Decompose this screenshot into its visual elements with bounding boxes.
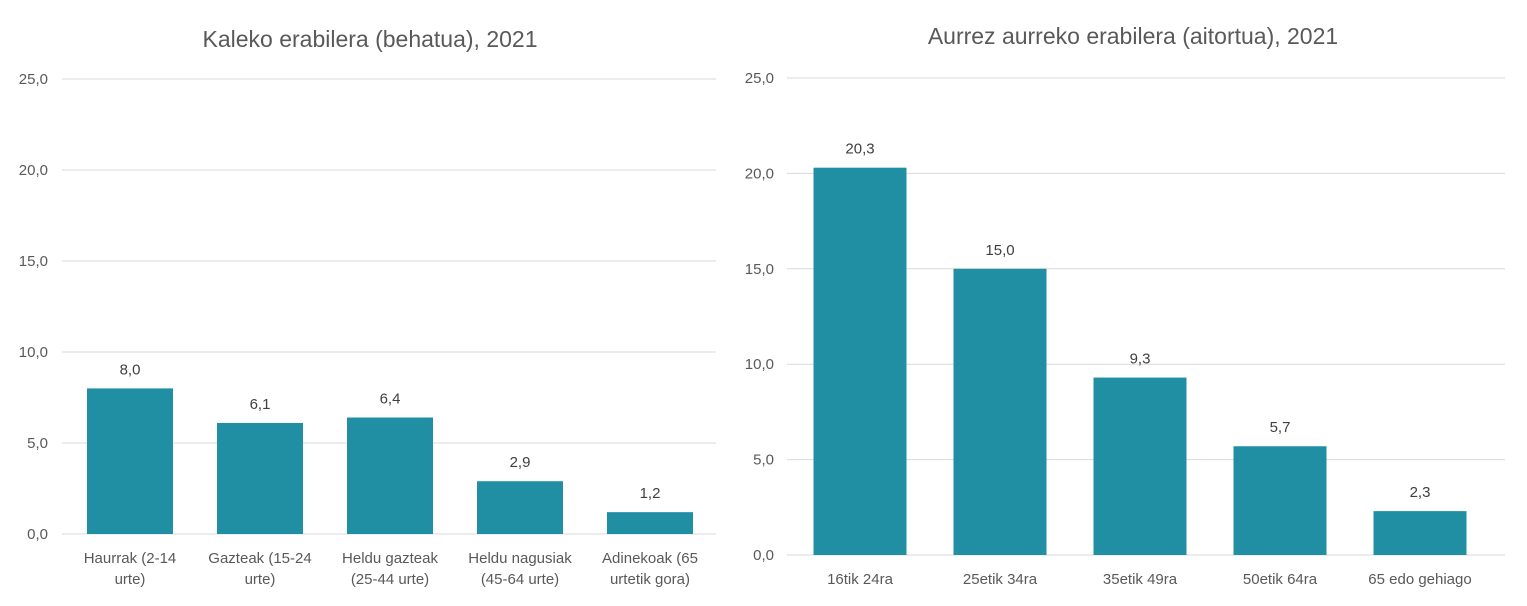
y-tick-label: 10,0 <box>745 356 774 373</box>
bar <box>87 388 173 534</box>
y-tick-label: 10,0 <box>19 344 48 361</box>
data-label: 5,7 <box>1270 419 1291 436</box>
bar <box>1233 446 1327 555</box>
y-tick-label: 25,0 <box>19 71 48 88</box>
x-tick-label: urtetik gora) <box>610 571 690 588</box>
x-tick-label: 65 edo gehiago <box>1368 571 1471 588</box>
x-tick-label: (25-44 urte) <box>351 571 429 588</box>
x-tick-label: 50etik 64ra <box>1243 571 1318 588</box>
x-tick-label: Gazteak (15-24 <box>208 550 311 567</box>
y-tick-label: 25,0 <box>745 70 774 87</box>
x-tick-label: Adinekoak (65 <box>602 550 698 567</box>
x-tick-label: 16tik 24ra <box>827 571 894 588</box>
data-label: 6,1 <box>250 396 271 413</box>
data-label: 6,4 <box>380 391 401 408</box>
x-tick-label: (45-64 urte) <box>481 571 559 588</box>
data-label: 1,2 <box>640 485 661 502</box>
data-label: 8,0 <box>120 361 141 378</box>
bar <box>1373 511 1467 555</box>
data-label: 20,3 <box>845 141 874 158</box>
y-tick-label: 20,0 <box>19 162 48 179</box>
chart-title: Aurrez aurreko erabilera (aitortua), 202… <box>928 23 1338 49</box>
x-tick-label: Heldu nagusiak <box>468 550 572 567</box>
x-tick-label: urte) <box>245 571 276 588</box>
y-tick-label: 5,0 <box>27 435 48 452</box>
chart-title: Kaleko erabilera (behatua), 2021 <box>202 26 537 52</box>
bar <box>953 268 1047 555</box>
bar <box>1093 377 1187 555</box>
bar <box>217 422 303 534</box>
bar <box>347 417 433 534</box>
y-tick-label: 15,0 <box>745 261 774 278</box>
x-tick-label: Heldu gazteak <box>342 550 438 567</box>
data-label: 9,3 <box>1130 351 1151 368</box>
bar <box>607 512 693 534</box>
data-label: 2,9 <box>510 454 531 471</box>
x-tick-label: 25etik 34ra <box>963 571 1038 588</box>
x-tick-label: 35etik 49ra <box>1103 571 1178 588</box>
data-label: 2,3 <box>1410 484 1431 501</box>
bar <box>477 481 563 534</box>
x-tick-label: Haurrak (2-14 <box>84 550 177 567</box>
y-tick-label: 20,0 <box>745 165 774 182</box>
data-label: 15,0 <box>985 242 1014 259</box>
y-tick-label: 15,0 <box>19 253 48 270</box>
y-tick-label: 5,0 <box>753 452 774 469</box>
y-tick-label: 0,0 <box>753 547 774 564</box>
bar <box>813 167 907 555</box>
y-tick-label: 0,0 <box>27 526 48 543</box>
x-tick-label: urte) <box>115 571 146 588</box>
